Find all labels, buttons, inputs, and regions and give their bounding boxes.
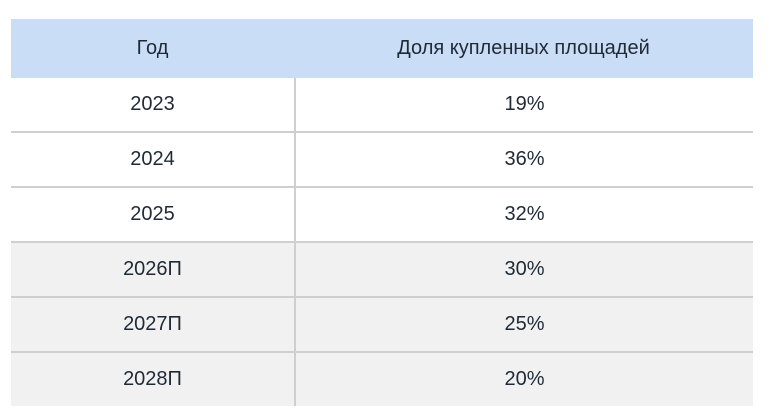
data-table: Год Доля купленных площадей 2023 19% 202… [11,19,753,406]
header-year: Год [136,37,169,59]
cell-year: 2028П [11,353,296,406]
table-row: 2025 32% [11,188,753,243]
cell-share: 25% [504,313,545,335]
cell-share: 32% [504,203,545,225]
table-row: 2024 36% [11,133,753,188]
cell-share: 36% [504,148,545,170]
table-row: 2023 19% [11,78,753,133]
cell-year: 2023 [11,78,296,131]
table-row-forecast: 2026П 30% [11,243,753,298]
header-share: Доля купленных площадей [397,37,650,59]
table-row-forecast: 2028П 20% [11,353,753,406]
cell-year: 2024 [11,133,296,186]
table-row-forecast: 2027П 25% [11,298,753,353]
cell-share: 19% [504,93,545,115]
cell-year: 2026П [11,243,296,296]
table-header: Год Доля купленных площадей [11,19,753,78]
cell-share: 30% [504,258,545,280]
cell-year: 2025 [11,188,296,241]
cell-share: 20% [504,368,545,390]
cell-year: 2027П [11,298,296,351]
